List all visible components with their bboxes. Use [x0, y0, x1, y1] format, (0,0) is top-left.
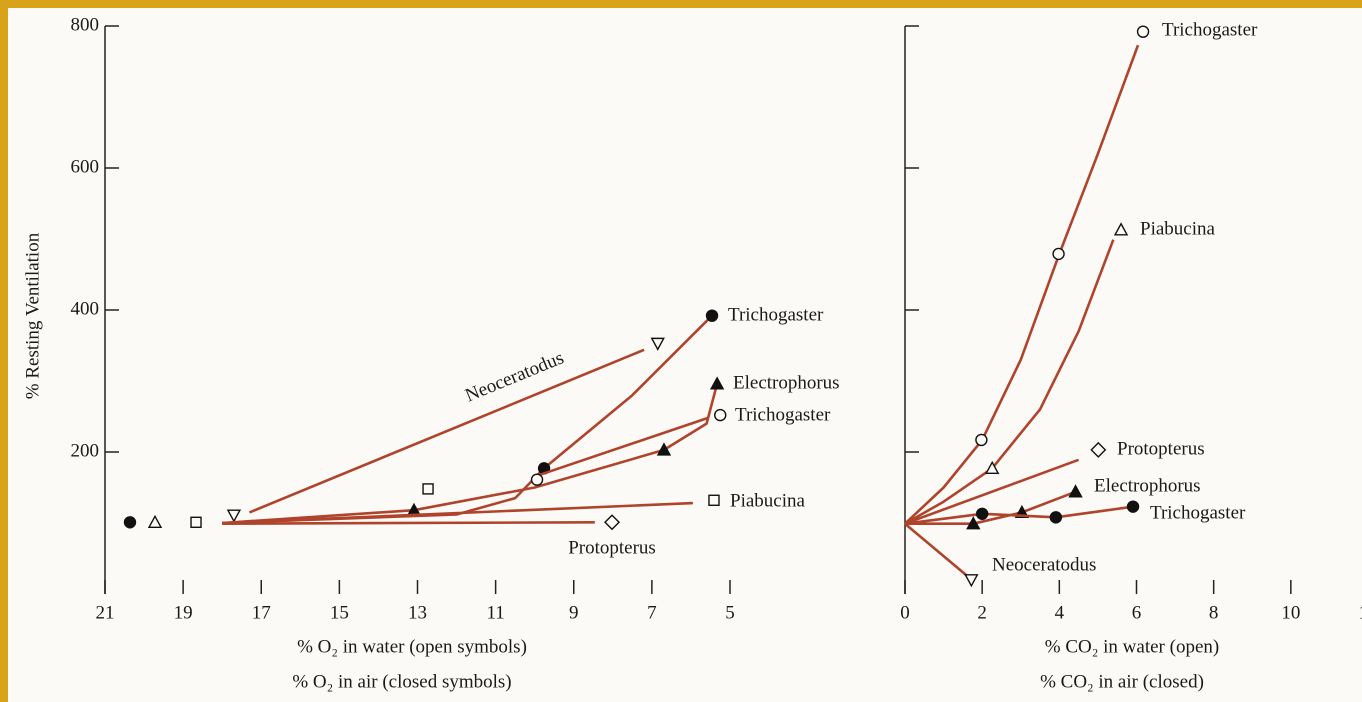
- y-tick-label: 800: [71, 14, 100, 35]
- marker: [422, 483, 434, 495]
- y-tick-label: 600: [71, 156, 100, 177]
- series-label: Piabucina: [1140, 218, 1215, 239]
- x-axis-label: % CO₂ in water (open): [1045, 636, 1219, 657]
- x-tick-label: 21: [96, 602, 115, 623]
- x-tick-label: 8: [1209, 602, 1219, 623]
- curve: [905, 490, 1076, 525]
- x-tick-label: 9: [569, 602, 579, 623]
- series-label: Piabucina: [730, 490, 805, 511]
- marker: [714, 408, 727, 422]
- curve: [222, 383, 719, 525]
- marker: [226, 509, 242, 523]
- series-label: Trichogaster: [1162, 19, 1258, 40]
- series-label: Protopterus: [1117, 438, 1205, 459]
- x-tick-label: 15: [330, 602, 349, 623]
- marker: [650, 337, 665, 351]
- marker: [1068, 484, 1083, 498]
- marker: [1049, 511, 1063, 524]
- x-tick-label: 4: [1055, 602, 1065, 623]
- curve: [904, 458, 1080, 525]
- frame-left: [0, 0, 8, 702]
- x-axis-label: % O₂ in water (open symbols): [297, 636, 527, 657]
- curve: [904, 239, 1115, 525]
- curve: [539, 416, 709, 476]
- curve: [249, 348, 645, 514]
- x-tick-label: 10: [1281, 602, 1300, 623]
- marker: [1136, 25, 1150, 38]
- x-tick-label: 6: [1132, 602, 1142, 623]
- series-label: Neoceratodus: [462, 347, 567, 406]
- marker: [966, 516, 981, 530]
- marker: [975, 507, 989, 520]
- x-tick-label: 5: [725, 602, 735, 623]
- frame-top: [0, 0, 1362, 8]
- marker: [147, 514, 163, 528]
- series-label: Protopterus: [568, 537, 656, 558]
- marker: [123, 516, 137, 529]
- marker: [190, 516, 202, 528]
- series-label: Electrophorus: [733, 372, 840, 393]
- marker: [656, 442, 672, 456]
- marker: [1126, 500, 1140, 513]
- y-tick-label: 200: [71, 440, 100, 461]
- marker: [705, 309, 719, 322]
- series-label: Neoceratodus: [992, 554, 1096, 575]
- series-label: Trichogaster: [735, 404, 831, 425]
- series-label: Trichogaster: [728, 304, 824, 325]
- curve: [222, 521, 595, 525]
- marker: [1052, 247, 1065, 261]
- curve: [904, 44, 1140, 525]
- marker: [1090, 441, 1107, 458]
- x-tick-label: 11: [486, 602, 504, 623]
- marker: [1113, 222, 1129, 236]
- series-label: Trichogaster: [1150, 502, 1246, 523]
- marker: [709, 376, 725, 390]
- x-tick-label: 0: [900, 602, 910, 623]
- curve: [904, 505, 1134, 525]
- x-tick-label: 7: [647, 602, 657, 623]
- marker: [530, 473, 544, 486]
- series-label: Electrophorus: [1094, 475, 1201, 496]
- x-tick-label: 19: [174, 602, 193, 623]
- curve: [904, 522, 971, 579]
- x-tick-label: 12: [1359, 602, 1362, 623]
- y-tick-label: 400: [71, 298, 100, 319]
- marker: [708, 494, 720, 506]
- curve: [222, 314, 713, 525]
- x-tick-label: 13: [408, 602, 427, 623]
- marker: [964, 574, 979, 588]
- y-axis-label: % Resting Ventilation: [22, 232, 43, 399]
- marker: [985, 460, 1000, 475]
- marker: [975, 433, 988, 447]
- x-axis-label: % CO₂ in air (closed): [1040, 671, 1204, 692]
- marker: [604, 514, 621, 531]
- curve: [222, 501, 693, 525]
- x-axis-label: % O₂ in air (closed symbols): [292, 671, 511, 692]
- x-tick-label: 17: [252, 602, 271, 623]
- x-tick-label: 2: [977, 602, 987, 623]
